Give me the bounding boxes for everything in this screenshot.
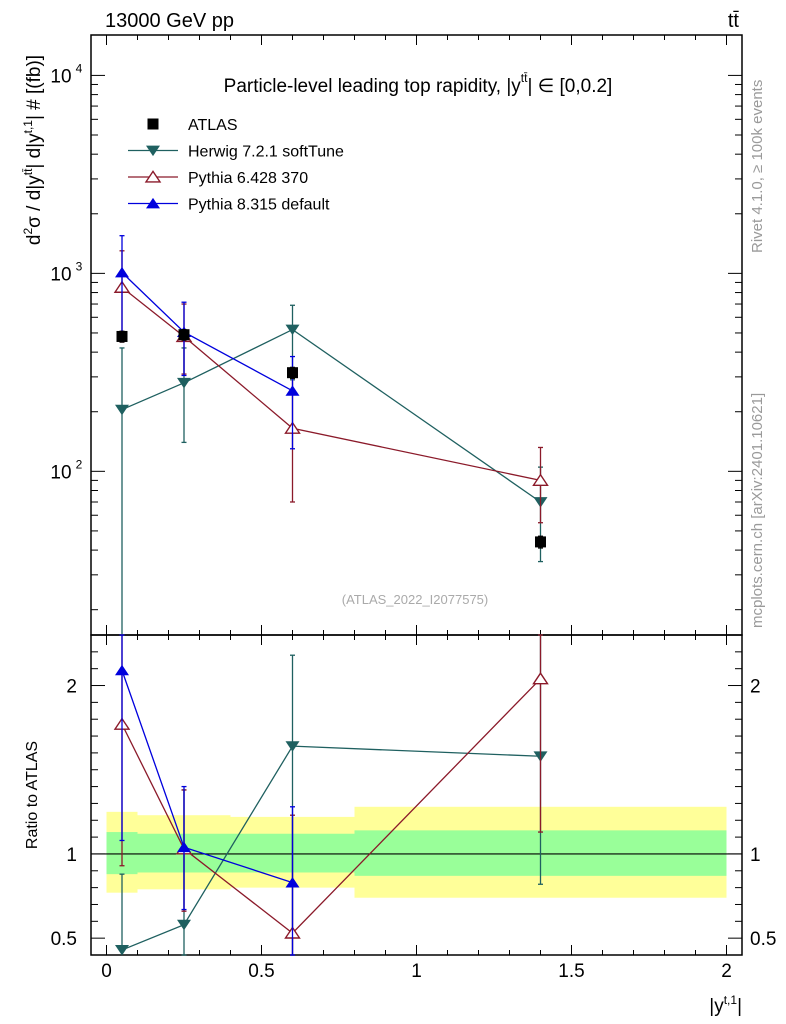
watermark: (ATLAS_2022_I2077575) [342, 592, 488, 607]
ratio-tick-label-left: 0.5 [51, 929, 77, 950]
main-series-line [121, 328, 541, 503]
ratio-tick-label-right: 0.5 [750, 929, 776, 950]
ratio-data-point [285, 741, 300, 752]
main-data-point [178, 329, 190, 341]
main-data-point [115, 266, 129, 278]
legend-marker [147, 118, 159, 130]
legend-label: ATLAS [188, 117, 238, 134]
main-data-point [177, 377, 191, 389]
ratio-data-point [177, 919, 191, 931]
main-series-line [121, 286, 541, 482]
ratio-data-point [285, 876, 300, 888]
ratio-data-point [532, 671, 549, 685]
plot-area [113, 235, 549, 956]
y-tick-exponent: 4 [76, 61, 83, 75]
y-tick-label: 10 [50, 462, 71, 483]
rivet-label: Rivet 4.1.0, ≥ 100k events [749, 80, 766, 253]
ratio-panel-frame [90, 634, 743, 956]
x-tick-label: 2 [721, 961, 732, 982]
main-data-point [285, 385, 300, 396]
ratio-series-line [121, 745, 541, 951]
x-tick-label: 0.5 [248, 961, 274, 982]
x-tick-label: 1.5 [558, 961, 584, 982]
ratio-y-axis-label: Ratio to ATLAS [24, 741, 41, 849]
energy-label: 13000 GeV pp [105, 10, 234, 32]
axes: 0 0.5 1 1.5 2 10 2 10 3 10 4 0.5 0.5 1 1 2 2 [50, 35, 776, 982]
main-data-point [285, 324, 300, 336]
mcplots-label: mcplots.cern.ch [arXiv:2401.10621] [749, 393, 766, 628]
legend-marker [146, 145, 160, 157]
main-data-point [115, 404, 129, 416]
y-tick-exponent: 2 [76, 457, 83, 471]
series-atlas [116, 328, 546, 549]
main-data-point [287, 367, 298, 379]
legend-label: Herwig 7.2.1 softTune [188, 144, 344, 161]
ratio-data-point [115, 664, 129, 676]
y-tick-exponent: 3 [76, 259, 83, 273]
process-label: tt̄ [728, 10, 740, 32]
ratio-data-point [115, 945, 129, 956]
ratio-tick-label-left: 1 [66, 845, 77, 866]
main-series-line [121, 272, 293, 392]
ratio-bands [91, 806, 742, 898]
legend-marker [144, 170, 162, 183]
ratio-series-line [121, 678, 541, 934]
ratio-tick-label-left: 2 [66, 677, 77, 698]
legend: ATLAS Herwig 7.2.1 softTune Pythia 6.428 3… [128, 117, 344, 214]
ratio-tick-label-right: 1 [750, 845, 761, 866]
x-axis-label: |yt,1| [709, 993, 742, 1017]
main-data-point [116, 330, 128, 342]
legend-marker [146, 197, 160, 209]
main-data-point [532, 473, 549, 486]
ratio-data-point [177, 841, 191, 853]
x-tick-label: 1 [411, 961, 422, 982]
chart-title: Particle-level leading top rapidity, |yt… [224, 71, 613, 97]
ratio-tick-label-right: 2 [750, 677, 761, 698]
legend-label: Pythia 6.428 370 [188, 170, 308, 187]
x-tick-label: 0 [101, 961, 112, 982]
main-data-point [535, 536, 546, 548]
main-y-axis-label: d2σ / d|ytt̄| d|yt,1| # [(fb)] [21, 55, 45, 245]
y-tick-label: 10 [50, 264, 71, 285]
legend-label: Pythia 8.315 default [188, 197, 330, 214]
y-tick-label: 10 [50, 66, 71, 87]
